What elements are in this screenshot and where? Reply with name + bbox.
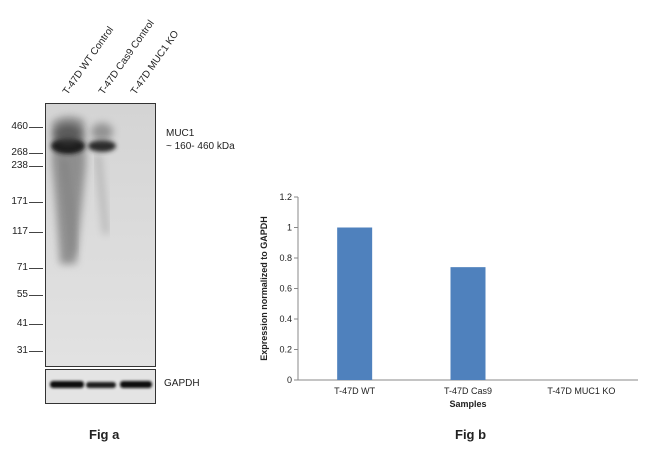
marker-tick-55 [29, 295, 43, 296]
band-size-label: ~ 160- 460 kDa [166, 141, 235, 152]
blot-bands [51, 116, 116, 264]
marker-tick-41 [29, 324, 43, 325]
marker-171: 171 [11, 196, 28, 207]
y-tick-label: 1.2 [279, 192, 292, 202]
bar-chart: 0 0.2 0.4 0.6 0.8 1 1.2 T-47D WT T-47D Cas9 T-47D… [259, 192, 638, 409]
y-tick-label: 0.2 [279, 345, 292, 355]
marker-tick-31 [29, 351, 43, 352]
fig-a-caption: Fig a [89, 427, 120, 442]
marker-238: 238 [11, 160, 28, 171]
marker-460: 460 [11, 121, 28, 132]
x-tick-label: T-47D WT [334, 386, 376, 396]
marker-tick-268 [29, 153, 43, 154]
gapdh-label: GAPDH [164, 378, 200, 389]
y-tick-label: 1 [287, 223, 292, 233]
bar [450, 267, 486, 380]
blot-image [45, 103, 156, 367]
marker-tick-238 [29, 166, 43, 167]
y-tick-label: 0.6 [279, 284, 292, 294]
y-tick-label: 0.8 [279, 253, 292, 263]
marker-71: 71 [16, 262, 28, 273]
fig-b-caption: Fig b [455, 427, 487, 442]
marker-tick-117 [29, 232, 43, 233]
marker-117: 117 [12, 226, 28, 237]
x-tick-label: T-47D MUC1 KO [547, 386, 615, 396]
marker-tick-460 [29, 127, 43, 128]
marker-tick-171 [29, 202, 43, 203]
bar [337, 227, 373, 380]
y-tick-label: 0 [287, 375, 292, 385]
gapdh-blot [45, 369, 156, 404]
marker-268: 268 [11, 147, 28, 158]
marker-41: 41 [16, 318, 28, 329]
marker-31: 31 [16, 345, 28, 356]
gapdh-bands [50, 381, 152, 388]
y-axis-title: Expression normalized to GAPDH [259, 216, 269, 361]
y-tick-label: 0.4 [279, 314, 292, 324]
band-label: MUC1 [166, 128, 195, 139]
marker-55: 55 [16, 289, 28, 300]
x-tick-label: T-47D Cas9 [444, 386, 492, 396]
x-axis-title: Samples [449, 399, 486, 409]
marker-tick-71 [29, 268, 43, 269]
